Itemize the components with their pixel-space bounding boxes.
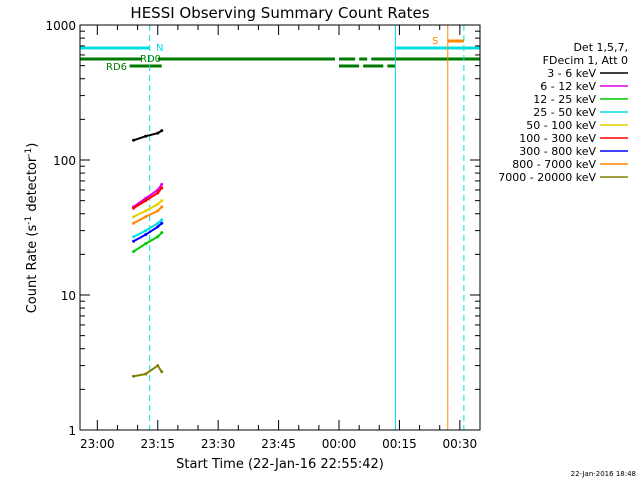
data-point [144, 372, 148, 376]
data-point [156, 209, 160, 213]
data-point [160, 205, 164, 209]
data-point [160, 370, 164, 374]
y-label-exponent: -1 [24, 216, 34, 225]
data-point [160, 218, 164, 222]
series-line [133, 206, 163, 225]
data-point [132, 235, 136, 239]
legend-entry-label: 7000 - 20000 keV [498, 171, 596, 184]
legend-header-line: FDecim 1, Att 0 [543, 54, 628, 67]
legend-entry-label: 25 - 50 keV [533, 106, 596, 119]
series-line [133, 364, 163, 378]
data-point [156, 202, 160, 206]
x-tick-label: 23:30 [201, 437, 236, 451]
y-label-exponent: -1 [24, 148, 34, 157]
series-line [133, 231, 163, 253]
data-point [156, 364, 160, 368]
data-point [132, 206, 136, 210]
data-point [156, 131, 160, 135]
plot-frame [79, 24, 481, 431]
data-point [132, 138, 136, 142]
data-point [144, 209, 148, 213]
data-point [144, 242, 148, 246]
data-point [132, 221, 136, 225]
y-axis: 1 10 100 1000 [45, 19, 480, 438]
y-label-part: ) [25, 143, 40, 148]
legend-entry-label: 50 - 100 keV [526, 119, 596, 132]
x-tick-label: 00:00 [322, 437, 357, 451]
x-tick-label: 00:15 [382, 437, 417, 451]
series-line [133, 129, 163, 142]
data-point [160, 199, 164, 203]
x-tick-label: 23:45 [261, 437, 296, 451]
data-point [144, 233, 148, 237]
x-axis: 23:00 23:15 23:30 23:45 00:00 00:15 00:30 [80, 25, 481, 451]
legend-entry-label: 300 - 800 keV [519, 145, 596, 158]
data-point [156, 191, 160, 195]
data-point [132, 374, 136, 378]
legend-entry-label: 100 - 300 keV [519, 132, 596, 145]
y-tick-label: 1000 [45, 19, 76, 33]
series-line [132, 183, 163, 208]
data-point [132, 215, 136, 219]
data-point [160, 129, 164, 133]
data-point [144, 229, 148, 233]
legend-entry-label: 800 - 7000 keV [512, 158, 596, 171]
data-point [160, 221, 164, 225]
data-point [160, 186, 164, 190]
x-tick-label: 23:00 [80, 437, 115, 451]
data-point [160, 231, 164, 235]
legend-entry-label: 3 - 6 keV [547, 67, 596, 80]
data-point [156, 225, 160, 229]
series-line [133, 219, 163, 238]
y-label-part: Count Rate (s [25, 225, 40, 314]
data-point [132, 250, 136, 254]
flag-label: N [156, 43, 163, 54]
y-label-part: detector [25, 156, 40, 216]
data-point [144, 134, 148, 138]
series-line [133, 222, 163, 243]
y-tick-label: 10 [61, 289, 76, 303]
chart-title: HESSI Observing Summary Count Rates [130, 4, 429, 22]
y-tick-label: 1 [68, 424, 76, 438]
x-tick-label: 23:15 [140, 437, 175, 451]
flag-label: RD6 [106, 62, 127, 73]
data-point [144, 215, 148, 219]
data-point [160, 182, 164, 186]
legend-header-line: Det 1,5,7, [573, 41, 628, 54]
flag-label: RD0 [140, 54, 161, 65]
data-point [132, 239, 136, 243]
series-line [133, 199, 163, 218]
data-point [156, 235, 160, 239]
y-axis-label: Count Rate (s-1 detector-1) [24, 143, 40, 314]
x-tick-label: 00:30 [443, 437, 478, 451]
footer-date: 22-Jan-2016 18:48 [571, 470, 636, 478]
flag-label: S [432, 36, 438, 47]
legend-entry-label: 6 - 12 keV [540, 80, 596, 93]
data-point [144, 199, 148, 203]
y-tick-label: 100 [53, 154, 76, 168]
data-point [156, 221, 160, 225]
legend-entry-label: 12 - 25 keV [533, 93, 596, 106]
series-line [133, 187, 163, 209]
x-axis-label: Start Time (22-Jan-16 22:55:42) [176, 457, 384, 472]
